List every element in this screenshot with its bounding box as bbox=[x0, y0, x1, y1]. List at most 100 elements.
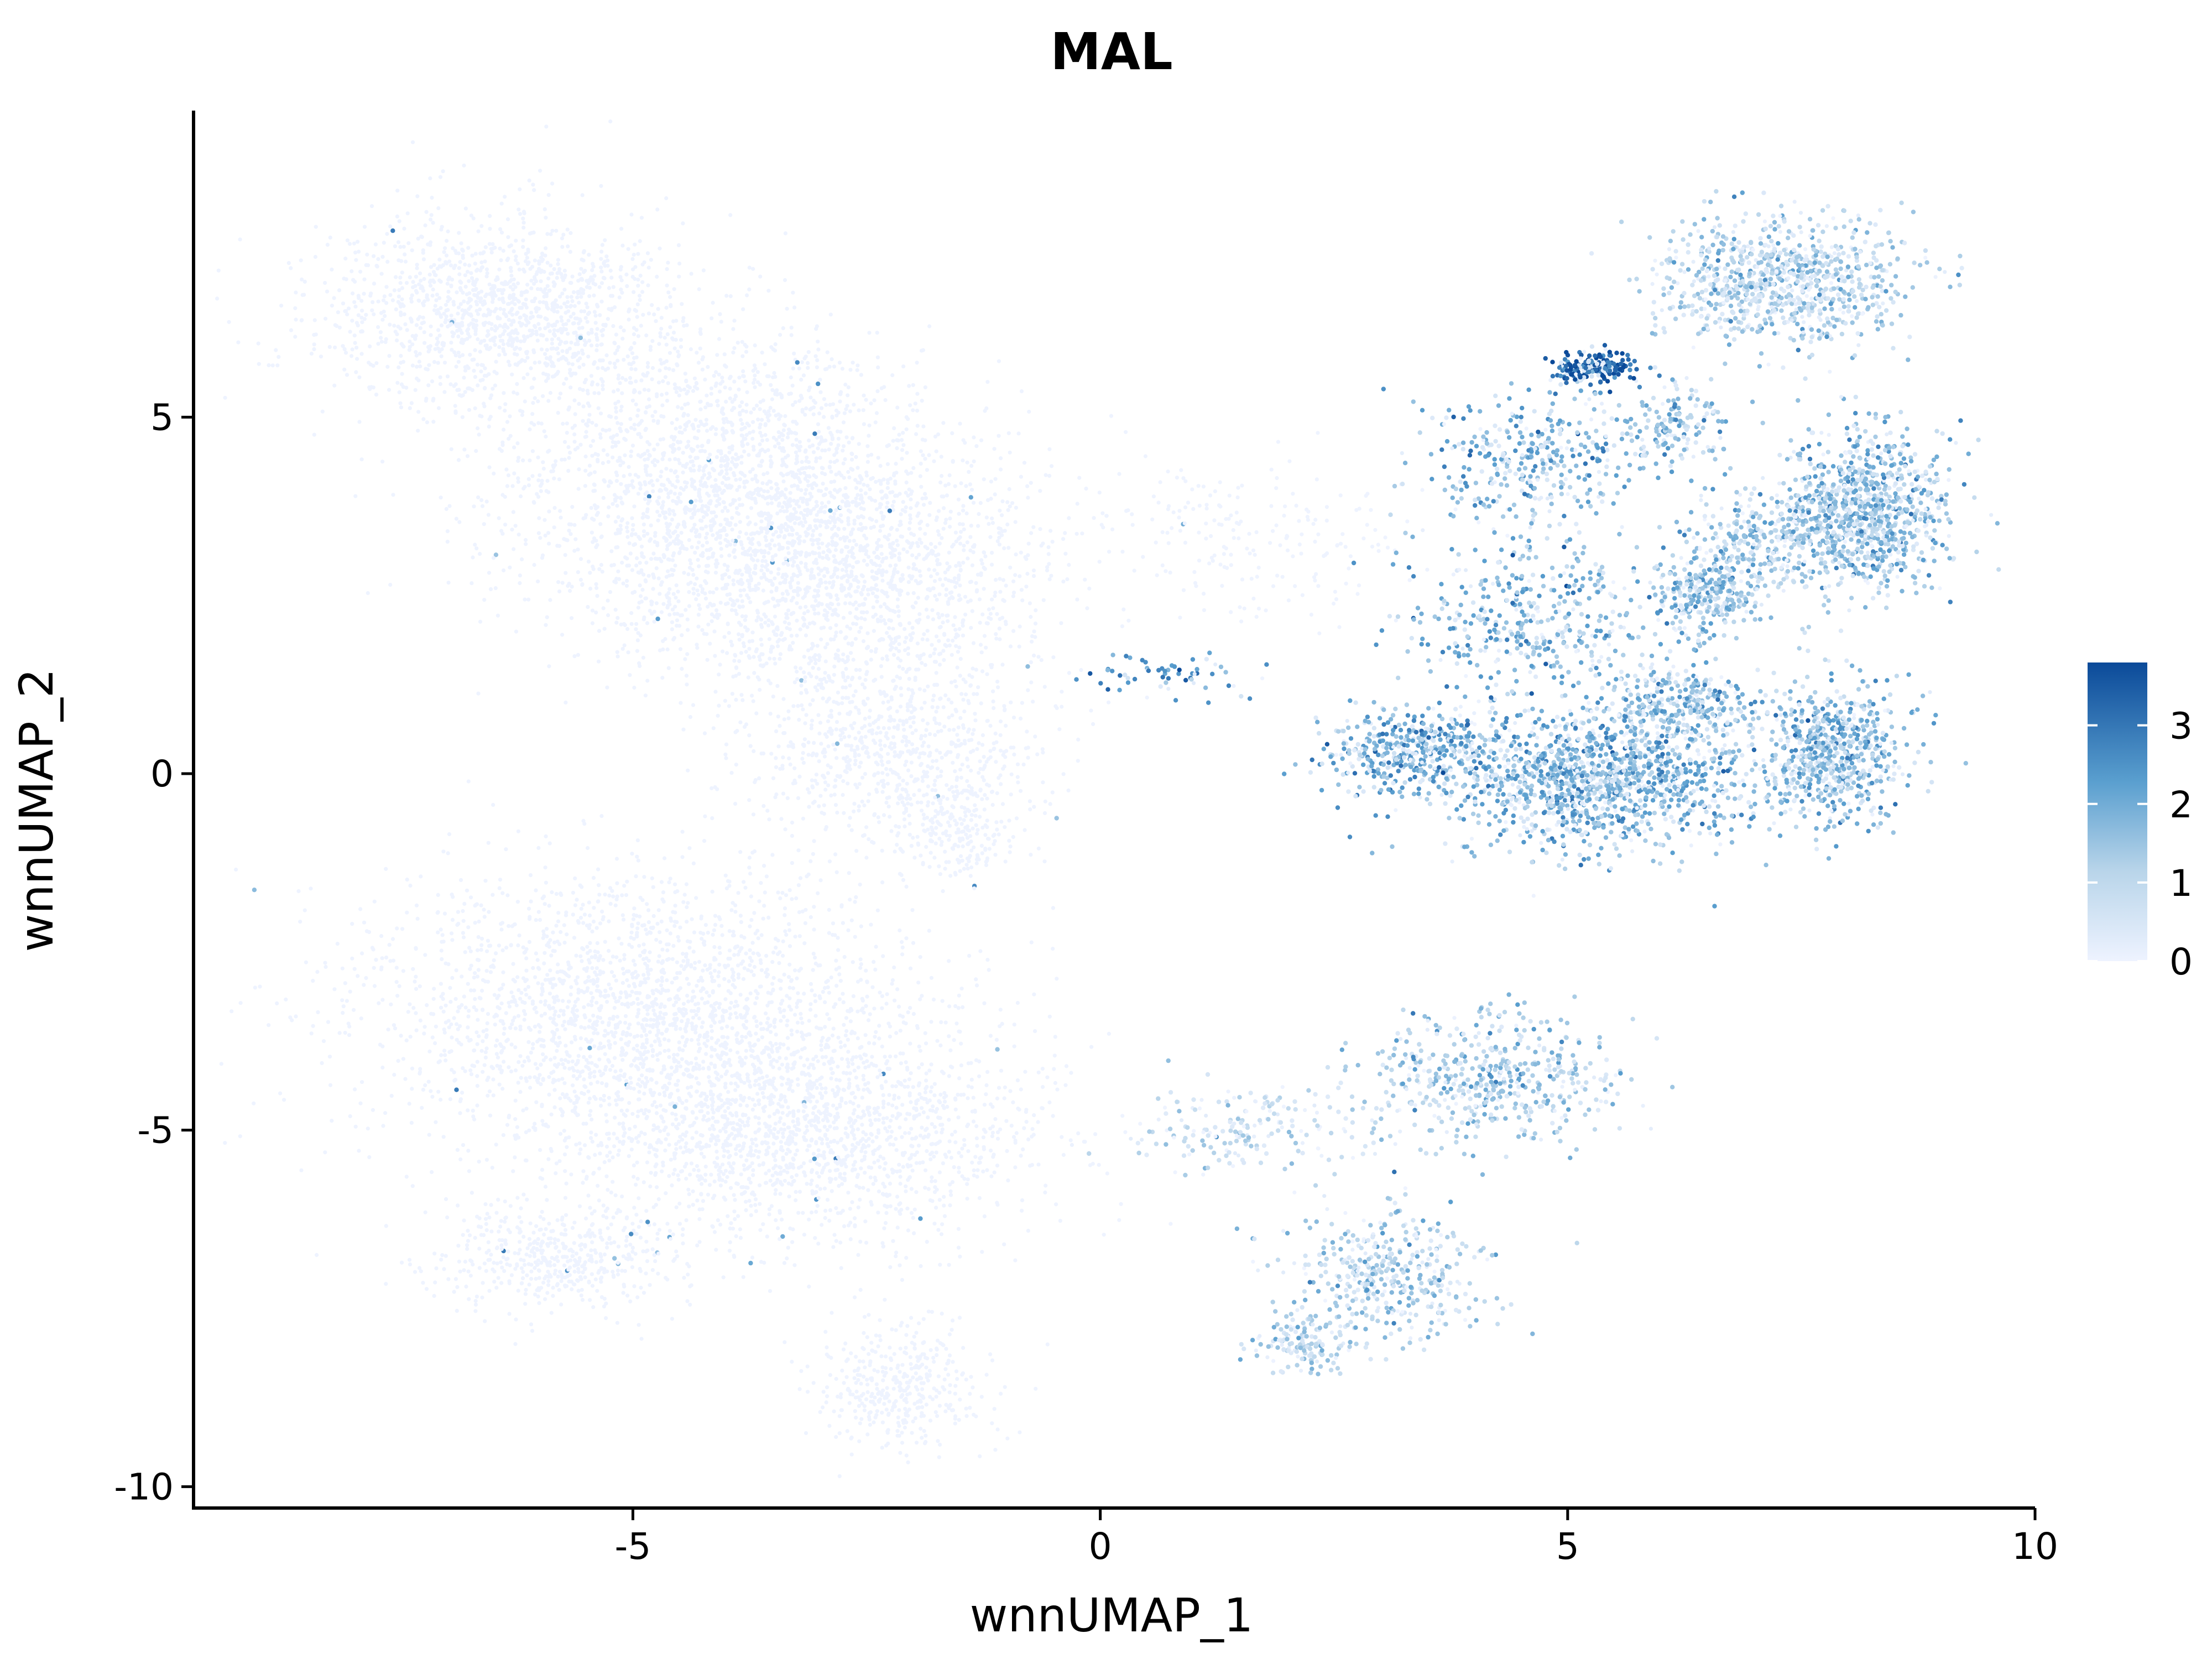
cell-point bbox=[688, 715, 693, 719]
cell-point bbox=[706, 564, 711, 568]
cell-point bbox=[799, 684, 804, 688]
cell-point bbox=[736, 457, 740, 461]
cell-point bbox=[827, 500, 831, 505]
cell-point bbox=[640, 515, 645, 520]
cell-point bbox=[723, 505, 727, 510]
cell-point bbox=[581, 258, 586, 263]
cell-point bbox=[710, 555, 714, 559]
cell-point bbox=[391, 493, 395, 497]
cell-point bbox=[758, 425, 762, 430]
cell-point bbox=[833, 532, 838, 536]
cell-point bbox=[570, 585, 574, 589]
cell-point bbox=[655, 478, 660, 483]
cell-point bbox=[789, 634, 794, 638]
cell-point bbox=[915, 619, 919, 623]
cell-point bbox=[824, 487, 828, 491]
cell-point bbox=[402, 312, 406, 316]
cell-point bbox=[941, 583, 945, 587]
cell-point bbox=[1033, 622, 1038, 626]
cell-point bbox=[537, 360, 542, 364]
cell-point bbox=[879, 552, 884, 556]
cell-point bbox=[741, 307, 745, 311]
cell-point bbox=[851, 565, 855, 569]
cell-point bbox=[379, 272, 384, 276]
cell-point bbox=[641, 372, 645, 377]
cell-point bbox=[958, 564, 962, 568]
cell-point bbox=[841, 652, 846, 656]
cell-point bbox=[982, 550, 987, 555]
cell-point bbox=[366, 263, 371, 268]
cell-point bbox=[840, 367, 844, 371]
cell-point bbox=[848, 700, 852, 705]
cell-point bbox=[859, 488, 863, 493]
cell-point bbox=[919, 484, 924, 489]
cell-point bbox=[895, 597, 900, 602]
cell-point bbox=[760, 458, 764, 463]
cell-point bbox=[467, 291, 472, 295]
cell-point bbox=[717, 497, 722, 501]
cell-point bbox=[560, 291, 565, 296]
cell-point bbox=[714, 370, 718, 374]
cell-point bbox=[892, 471, 896, 476]
cell-point bbox=[827, 581, 832, 585]
cell-point bbox=[781, 473, 785, 478]
cell-point bbox=[825, 544, 830, 548]
cell-point bbox=[425, 420, 430, 425]
cell-point bbox=[1041, 598, 1046, 602]
cell-point bbox=[452, 302, 456, 307]
cell-point bbox=[923, 662, 927, 667]
cell-point bbox=[421, 315, 425, 320]
cell-point bbox=[859, 506, 863, 510]
cell-point bbox=[863, 526, 868, 530]
cell-point bbox=[900, 448, 905, 452]
cell-point bbox=[926, 615, 930, 619]
cell-point bbox=[901, 547, 906, 551]
cell-point bbox=[470, 253, 474, 258]
cell-point bbox=[493, 552, 499, 557]
cell-point bbox=[773, 348, 778, 353]
cell-point bbox=[587, 463, 592, 468]
cell-point bbox=[811, 542, 815, 547]
cell-point bbox=[768, 413, 772, 418]
cell-point bbox=[663, 375, 667, 379]
cell-point bbox=[356, 239, 360, 244]
cell-point bbox=[341, 301, 346, 306]
cell-point bbox=[405, 211, 410, 216]
cell-point bbox=[411, 280, 415, 284]
cell-point bbox=[429, 265, 434, 269]
cell-point bbox=[915, 409, 920, 413]
cell-point bbox=[665, 606, 670, 610]
cell-point bbox=[516, 458, 520, 463]
cell-point bbox=[795, 360, 800, 365]
cell-point bbox=[410, 342, 415, 347]
cell-point bbox=[525, 372, 530, 377]
cell-point bbox=[635, 649, 639, 653]
cell-point bbox=[795, 601, 799, 606]
cell-point bbox=[682, 520, 686, 524]
cell-point bbox=[737, 512, 741, 516]
cell-point bbox=[512, 297, 517, 302]
cell-point bbox=[550, 374, 555, 379]
cell-point bbox=[568, 385, 573, 390]
cell-point bbox=[575, 316, 580, 321]
cell-point bbox=[935, 766, 940, 771]
cell-point bbox=[908, 517, 913, 521]
cell-point bbox=[759, 617, 764, 622]
cell-point bbox=[594, 348, 599, 353]
cell-point bbox=[419, 286, 423, 290]
cell-point bbox=[568, 588, 572, 593]
cell-point bbox=[413, 336, 418, 341]
cell-point bbox=[698, 607, 702, 611]
cell-point bbox=[546, 531, 551, 535]
cell-point bbox=[722, 562, 727, 567]
cell-point bbox=[665, 392, 669, 396]
cell-point bbox=[978, 620, 982, 625]
cell-point bbox=[497, 297, 502, 301]
cell-point bbox=[770, 461, 774, 465]
cell-point bbox=[925, 546, 930, 551]
cell-point bbox=[928, 588, 932, 593]
cell-point bbox=[514, 312, 519, 316]
cell-point bbox=[473, 348, 477, 352]
cell-point bbox=[854, 607, 859, 611]
cell-point bbox=[573, 412, 577, 416]
